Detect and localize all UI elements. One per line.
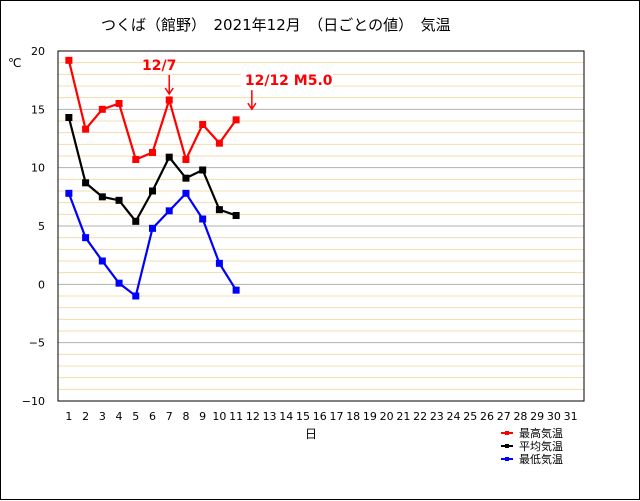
plot-border [57, 50, 585, 402]
data-point [82, 179, 90, 187]
x-tick-label: 28 [513, 410, 527, 423]
x-tick-label: 16 [313, 410, 327, 423]
x-tick-label: 31 [564, 410, 578, 423]
legend-swatch-marker [505, 457, 509, 461]
data-point [82, 234, 90, 242]
x-tick-label: 19 [363, 410, 377, 423]
data-point [132, 217, 140, 225]
data-point [232, 116, 240, 124]
y-tick-labels: 20 15 10 5 0 −5 −10 [22, 45, 45, 408]
x-tick-label: 25 [463, 410, 477, 423]
data-point [215, 139, 223, 147]
data-point [232, 212, 240, 219]
x-tick-label: 1 [65, 410, 72, 423]
x-tick-label: 11 [229, 410, 243, 423]
legend-label: 最高気温 [519, 426, 563, 440]
data-point [115, 100, 123, 107]
data-point [182, 174, 190, 182]
x-tick-label: 20 [380, 410, 394, 423]
data-point [65, 56, 73, 64]
data-point [98, 105, 106, 113]
annotation: 12/12 M5.0 [240, 71, 333, 111]
x-axis-label: 日 [305, 427, 317, 441]
y-tick-label: 20 [31, 45, 45, 58]
data-point [65, 114, 73, 121]
data-point [148, 149, 156, 156]
series-group [65, 56, 240, 300]
x-tick-label: 22 [413, 410, 427, 423]
annotation-group: 12/7 12/12 M5.0 [142, 58, 333, 111]
x-tick-label: 7 [166, 410, 173, 423]
data-point [182, 156, 190, 163]
annotation-bg [240, 71, 333, 92]
data-point [115, 279, 123, 287]
data-point [182, 189, 190, 197]
data-point [98, 257, 106, 265]
x-tick-label: 10 [212, 410, 226, 423]
y-tick-label: −10 [22, 395, 45, 408]
data-point [165, 153, 173, 161]
data-point [165, 207, 173, 215]
x-tick-label: 4 [116, 410, 123, 423]
x-tick-label: 15 [296, 410, 310, 423]
x-tick-label: 6 [149, 410, 156, 423]
x-tick-label: 8 [182, 410, 189, 423]
x-tick-label: 5 [132, 410, 139, 423]
legend-swatch-marker [505, 431, 509, 435]
legend-label: 最低気温 [519, 452, 563, 466]
data-point [165, 96, 173, 104]
x-tick-label: 9 [199, 410, 206, 423]
x-tick-label: 30 [547, 410, 561, 423]
data-point [148, 187, 156, 195]
y-tick-label: 15 [31, 103, 45, 116]
y-tick-label: 10 [31, 162, 45, 175]
annotation-label: 12/7 [142, 58, 176, 74]
x-tick-label: 26 [480, 410, 494, 423]
x-tick-label: 3 [99, 410, 106, 423]
data-point [199, 215, 207, 223]
grid-lines [58, 62, 584, 390]
data-point [232, 286, 240, 294]
data-point [82, 125, 90, 133]
data-point [98, 193, 106, 201]
x-tick-label: 2 [82, 410, 89, 423]
data-point [115, 196, 123, 204]
data-point [65, 189, 73, 197]
x-tick-label: 21 [396, 410, 410, 423]
annotation: 12/7 [142, 58, 176, 96]
annotation-label: 12/12 M5.0 [245, 73, 333, 89]
x-tick-label: 23 [430, 410, 444, 423]
y-tick-label: −5 [29, 337, 45, 350]
data-point [148, 224, 156, 232]
x-tick-label: 24 [447, 410, 461, 423]
data-point [199, 121, 207, 128]
y-axis-unit: ℃ [8, 56, 21, 70]
legend-swatch-marker [505, 444, 509, 448]
data-point [132, 292, 140, 300]
x-tick-label: 27 [497, 410, 511, 423]
x-tick-label: 17 [329, 410, 343, 423]
x-tick-label: 29 [530, 410, 544, 423]
chart-title: つくば（館野） 2021年12月 （日ごとの値） 気温 [101, 16, 451, 34]
annotation-arrow-head [164, 87, 174, 96]
data-point [215, 206, 223, 214]
x-tick-label: 13 [263, 410, 277, 423]
data-point [132, 156, 140, 163]
x-tick-label: 18 [346, 410, 360, 423]
y-tick-label: 5 [38, 220, 45, 233]
x-tick-label: 12 [246, 410, 260, 423]
data-point [199, 166, 207, 174]
annotation-arrow-head [247, 102, 257, 111]
legend-label: 平均気温 [519, 439, 563, 453]
x-tick-label: 14 [279, 410, 293, 423]
y-tick-label: 0 [38, 278, 45, 291]
x-tick-labels: 1 2 3 4 5 6 7 8 9 10 11 12 13 14 15 16 17 18 19 20 21 22 23 24 2… [65, 410, 577, 423]
data-point [215, 259, 223, 267]
